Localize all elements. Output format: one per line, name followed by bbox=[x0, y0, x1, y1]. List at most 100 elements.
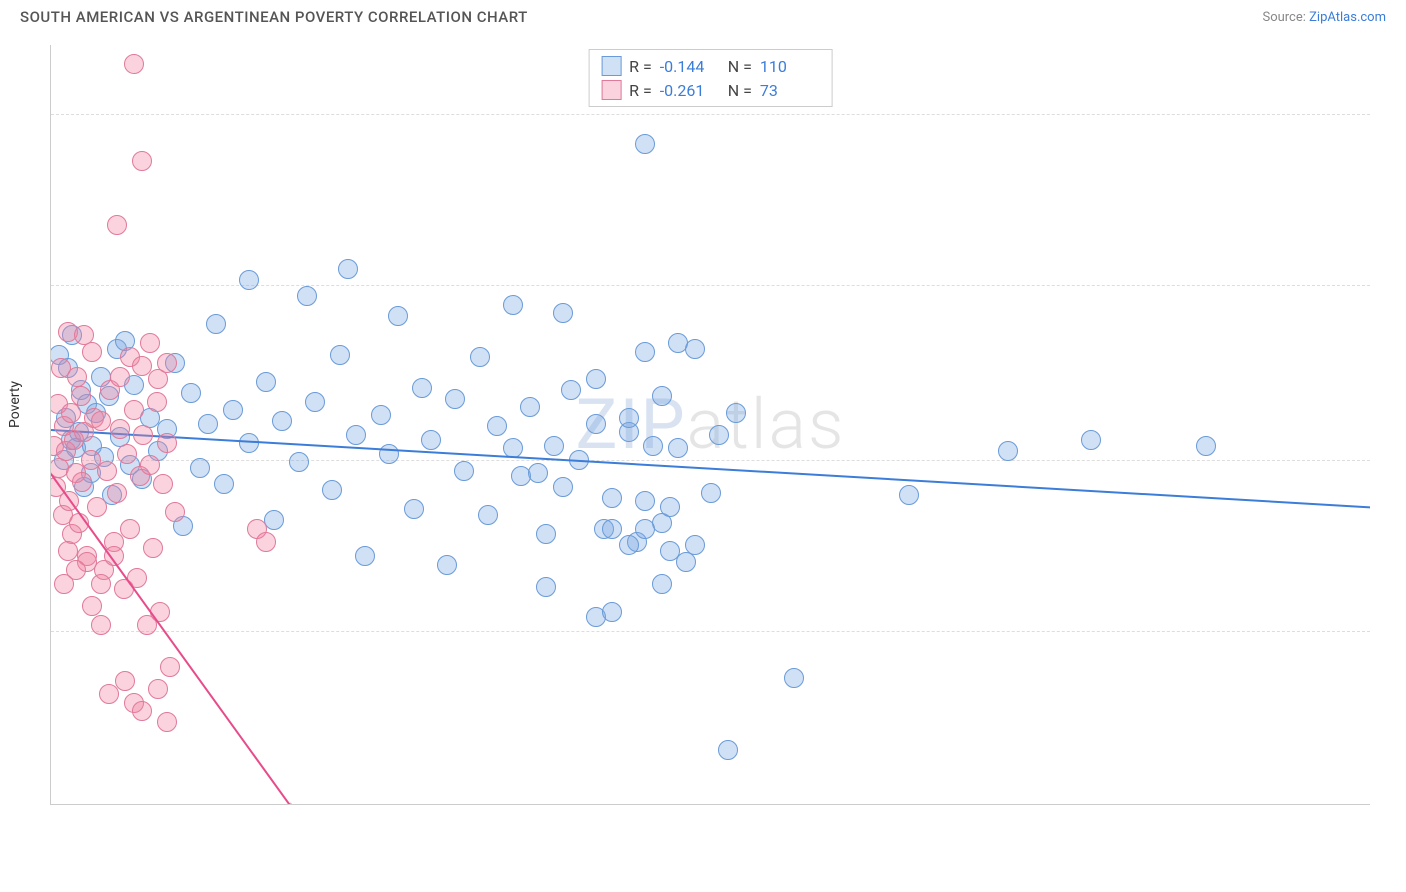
scatter-point bbox=[784, 668, 804, 688]
stats-legend-row: R =-0.144N =110 bbox=[601, 54, 820, 78]
scatter-point bbox=[998, 441, 1018, 461]
scatter-point bbox=[726, 403, 746, 423]
scatter-point bbox=[150, 602, 170, 622]
scatter-point bbox=[272, 411, 292, 431]
stat-r-value: -0.261 bbox=[660, 81, 720, 100]
scatter-point bbox=[536, 524, 556, 544]
scatter-point bbox=[256, 372, 276, 392]
scatter-point bbox=[355, 546, 375, 566]
scatter-point bbox=[718, 740, 738, 760]
scatter-point bbox=[153, 474, 173, 494]
scatter-point bbox=[132, 151, 152, 171]
scatter-point bbox=[120, 519, 140, 539]
stat-r-value: -0.144 bbox=[660, 57, 720, 76]
scatter-point bbox=[404, 499, 424, 519]
chart-source: Source: ZipAtlas.com bbox=[1262, 10, 1386, 25]
scatter-point bbox=[157, 353, 177, 373]
watermark: ZIPatlas bbox=[576, 384, 846, 466]
scatter-point bbox=[165, 502, 185, 522]
scatter-point bbox=[602, 488, 622, 508]
scatter-point bbox=[190, 458, 210, 478]
scatter-point bbox=[379, 444, 399, 464]
scatter-point bbox=[91, 615, 111, 635]
scatter-point bbox=[87, 497, 107, 517]
chart-container: Poverty ZIPatlas R =-0.144N =110R =-0.26… bbox=[20, 40, 1386, 840]
plot-area: ZIPatlas R =-0.144N =110R =-0.261N =73 S… bbox=[50, 45, 1370, 805]
scatter-point bbox=[71, 386, 91, 406]
scatter-point bbox=[643, 436, 663, 456]
watermark-atlas: atlas bbox=[687, 384, 846, 466]
gridline bbox=[51, 114, 1370, 115]
x-tick bbox=[711, 804, 712, 805]
scatter-point bbox=[445, 389, 465, 409]
scatter-point bbox=[561, 380, 581, 400]
scatter-point bbox=[338, 259, 358, 279]
scatter-point bbox=[305, 392, 325, 412]
scatter-point bbox=[133, 425, 153, 445]
scatter-point bbox=[143, 538, 163, 558]
scatter-point bbox=[1196, 436, 1216, 456]
scatter-point bbox=[124, 400, 144, 420]
scatter-point bbox=[652, 574, 672, 594]
scatter-point bbox=[437, 555, 457, 575]
scatter-point bbox=[619, 408, 639, 428]
scatter-point bbox=[132, 701, 152, 721]
scatter-point bbox=[685, 535, 705, 555]
scatter-point bbox=[371, 405, 391, 425]
scatter-point bbox=[157, 433, 177, 453]
scatter-point bbox=[478, 505, 498, 525]
scatter-point bbox=[586, 414, 606, 434]
scatter-point bbox=[586, 369, 606, 389]
chart-header: SOUTH AMERICAN VS ARGENTINEAN POVERTY CO… bbox=[0, 0, 1406, 30]
scatter-point bbox=[198, 414, 218, 434]
stats-legend-row: R =-0.261N =73 bbox=[601, 78, 820, 102]
scatter-point bbox=[107, 215, 127, 235]
scatter-point bbox=[297, 286, 317, 306]
scatter-point bbox=[899, 485, 919, 505]
scatter-point bbox=[110, 367, 130, 387]
scatter-point bbox=[72, 472, 92, 492]
scatter-point bbox=[140, 333, 160, 353]
scatter-point bbox=[635, 519, 655, 539]
scatter-point bbox=[487, 416, 507, 436]
legend-swatch bbox=[601, 80, 621, 100]
x-tick bbox=[1041, 804, 1042, 805]
scatter-point bbox=[635, 491, 655, 511]
scatter-point bbox=[503, 295, 523, 315]
scatter-point bbox=[635, 134, 655, 154]
scatter-point bbox=[99, 684, 119, 704]
scatter-point bbox=[388, 306, 408, 326]
x-tick bbox=[546, 804, 547, 805]
scatter-point bbox=[412, 378, 432, 398]
scatter-point bbox=[91, 574, 111, 594]
x-tick bbox=[1206, 804, 1207, 805]
gridline bbox=[51, 631, 1370, 632]
scatter-point bbox=[147, 392, 167, 412]
scatter-point bbox=[223, 400, 243, 420]
trend-line bbox=[289, 803, 546, 805]
scatter-point bbox=[140, 455, 160, 475]
x-tick bbox=[381, 804, 382, 805]
scatter-point bbox=[668, 333, 688, 353]
scatter-point bbox=[132, 356, 152, 376]
stat-n-label: N = bbox=[728, 81, 752, 100]
scatter-point bbox=[289, 452, 309, 472]
source-link[interactable]: ZipAtlas.com bbox=[1309, 10, 1386, 25]
scatter-point bbox=[652, 386, 672, 406]
scatter-point bbox=[536, 577, 556, 597]
scatter-point bbox=[454, 461, 474, 481]
x-tick bbox=[216, 804, 217, 805]
scatter-point bbox=[553, 477, 573, 497]
scatter-point bbox=[82, 596, 102, 616]
scatter-point bbox=[1081, 430, 1101, 450]
scatter-point bbox=[602, 602, 622, 622]
scatter-point bbox=[115, 671, 135, 691]
stats-legend: R =-0.144N =110R =-0.261N =73 bbox=[588, 49, 833, 107]
scatter-point bbox=[214, 474, 234, 494]
scatter-point bbox=[528, 463, 548, 483]
scatter-point bbox=[110, 419, 130, 439]
scatter-point bbox=[668, 438, 688, 458]
scatter-point bbox=[82, 342, 102, 362]
stat-n-label: N = bbox=[728, 57, 752, 76]
y-axis-label: Poverty bbox=[7, 381, 23, 428]
